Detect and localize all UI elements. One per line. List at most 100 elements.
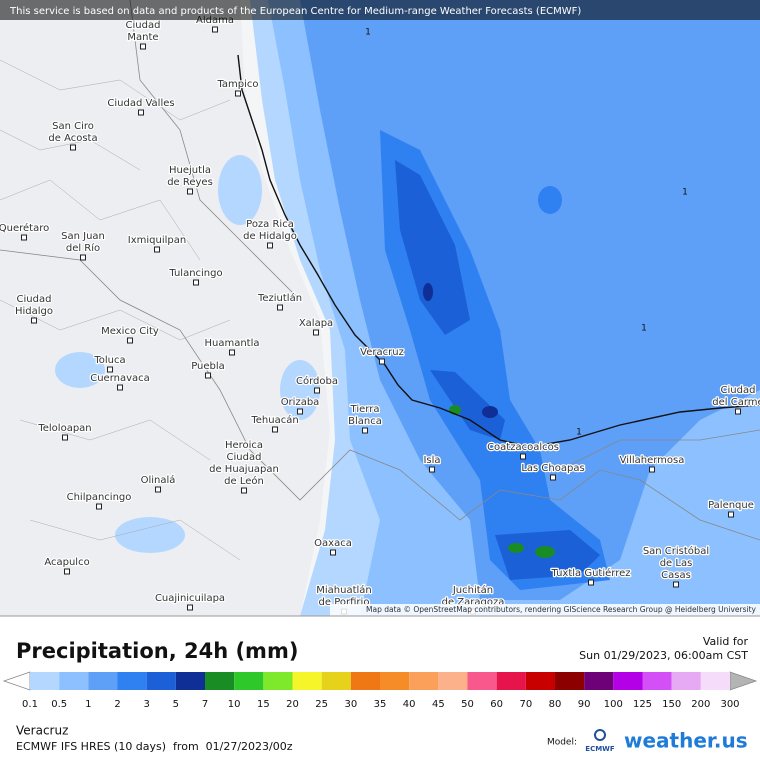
city-label: San Cristóbal: [643, 545, 709, 557]
city-label: Hidalgo: [15, 306, 53, 317]
precip-land: [55, 352, 105, 388]
city-label: Las Choapas: [521, 463, 584, 474]
scale-box: [263, 672, 293, 690]
model-label: Model:: [547, 738, 577, 748]
scale-box: [234, 672, 264, 690]
city-label: Olinalá: [141, 474, 176, 486]
city-marker: [80, 254, 86, 261]
city-label: Tampico: [216, 79, 258, 90]
city-marker: [21, 234, 27, 241]
city-label: de Reyes: [167, 177, 213, 188]
city-label: Huejutla: [169, 165, 211, 176]
scale-box: [59, 672, 89, 690]
admin-borders: [0, 59, 241, 561]
city-marker: [117, 384, 123, 391]
scale-box: [613, 672, 643, 690]
city-label: Mexico City: [101, 326, 159, 337]
city-label: Cuernavaca: [90, 373, 150, 384]
city-marker: [277, 304, 283, 311]
city-marker: [379, 358, 385, 365]
city-label: Tuxtla Gutiérrez: [550, 567, 630, 579]
city-marker: [96, 503, 102, 510]
city-label: Ciudad: [721, 385, 756, 396]
city-marker: [154, 246, 160, 253]
city-label: Miahuatlán: [316, 584, 372, 596]
state-borders: [0, 0, 760, 541]
city-marker: [241, 487, 247, 494]
city-label: Juchitán: [452, 584, 493, 596]
city-label: Chilpancingo: [67, 492, 132, 503]
city-marker: [155, 486, 161, 493]
city-marker: [272, 426, 278, 433]
precip-1b: [340, 0, 760, 90]
city-label: Villahermosa: [620, 455, 685, 466]
scale-label: 15: [257, 699, 270, 710]
scale-box: [380, 672, 410, 690]
city-label: Tierra: [350, 404, 380, 415]
city-label: Querétaro: [0, 222, 49, 234]
valid-time: Sun 01/29/2023, 06:00am CST: [579, 649, 748, 662]
scale-label: 20: [286, 699, 299, 710]
city-marker: [429, 466, 435, 473]
city-marker: [187, 604, 193, 611]
scale-label: 5: [173, 699, 179, 710]
banner-bg: [0, 0, 760, 20]
city-marker: [212, 26, 218, 33]
city-label: Ciudad: [227, 452, 262, 463]
city-label: Acapulco: [44, 557, 89, 568]
scale-box: [175, 672, 205, 690]
city-label: Poza Rica: [246, 219, 294, 230]
brand: weather.us: [624, 729, 748, 753]
city-label: Oaxaca: [314, 538, 352, 549]
scale-label: 35: [374, 699, 387, 710]
scale-box: [584, 672, 614, 690]
city-label: del Río: [66, 242, 100, 254]
scale-box: [467, 672, 497, 690]
scale-label: 10: [228, 699, 241, 710]
scale-above: [729, 671, 758, 691]
city-label: de Las: [660, 558, 693, 569]
city-marker: [314, 387, 320, 394]
scale-box: [496, 672, 526, 690]
city-label: San Juan: [61, 231, 105, 242]
city-marker: [649, 466, 655, 473]
city-label: Ixmiquilpan: [128, 235, 186, 246]
city-marker: [107, 366, 113, 373]
city-marker: [330, 549, 336, 556]
precip-7b: [508, 543, 524, 553]
scale-box: [642, 672, 672, 690]
scale-box: [438, 672, 468, 690]
valid-label: Valid for: [703, 635, 749, 648]
city-label: Teloloapan: [37, 423, 91, 434]
contour-label: 1: [576, 428, 582, 438]
city-marker: [127, 337, 133, 344]
contour-label: 1: [641, 324, 647, 334]
city-label: Coatzacoalcos: [487, 442, 559, 453]
city-label: Orizaba: [281, 397, 320, 408]
city-label: Tehuacán: [250, 414, 298, 426]
city-marker: [70, 144, 76, 151]
precip-5: [423, 283, 433, 301]
city-marker: [205, 372, 211, 379]
contour-label: 1: [365, 28, 371, 38]
city-marker: [588, 579, 594, 586]
city-label: Veracruz: [360, 347, 404, 358]
city-marker: [62, 434, 68, 441]
scale-label: 50: [461, 699, 474, 710]
city-label: Córdoba: [296, 375, 338, 387]
city-label: de León: [224, 475, 264, 487]
city-marker: [673, 581, 679, 588]
scale-box: [146, 672, 176, 690]
city-marker: [229, 349, 235, 356]
banner: This service is based on data and produc…: [9, 6, 581, 17]
scale-label: 1: [85, 699, 91, 710]
city-label: Ciudad: [126, 20, 161, 31]
scale-box: [700, 672, 730, 690]
scale-label: 300: [720, 699, 739, 710]
model-run: ECMWF IFS HRES (10 days) from 01/27/2023…: [16, 740, 293, 753]
city-label: Ciudad Valles: [107, 98, 174, 109]
city-marker: [140, 43, 146, 50]
